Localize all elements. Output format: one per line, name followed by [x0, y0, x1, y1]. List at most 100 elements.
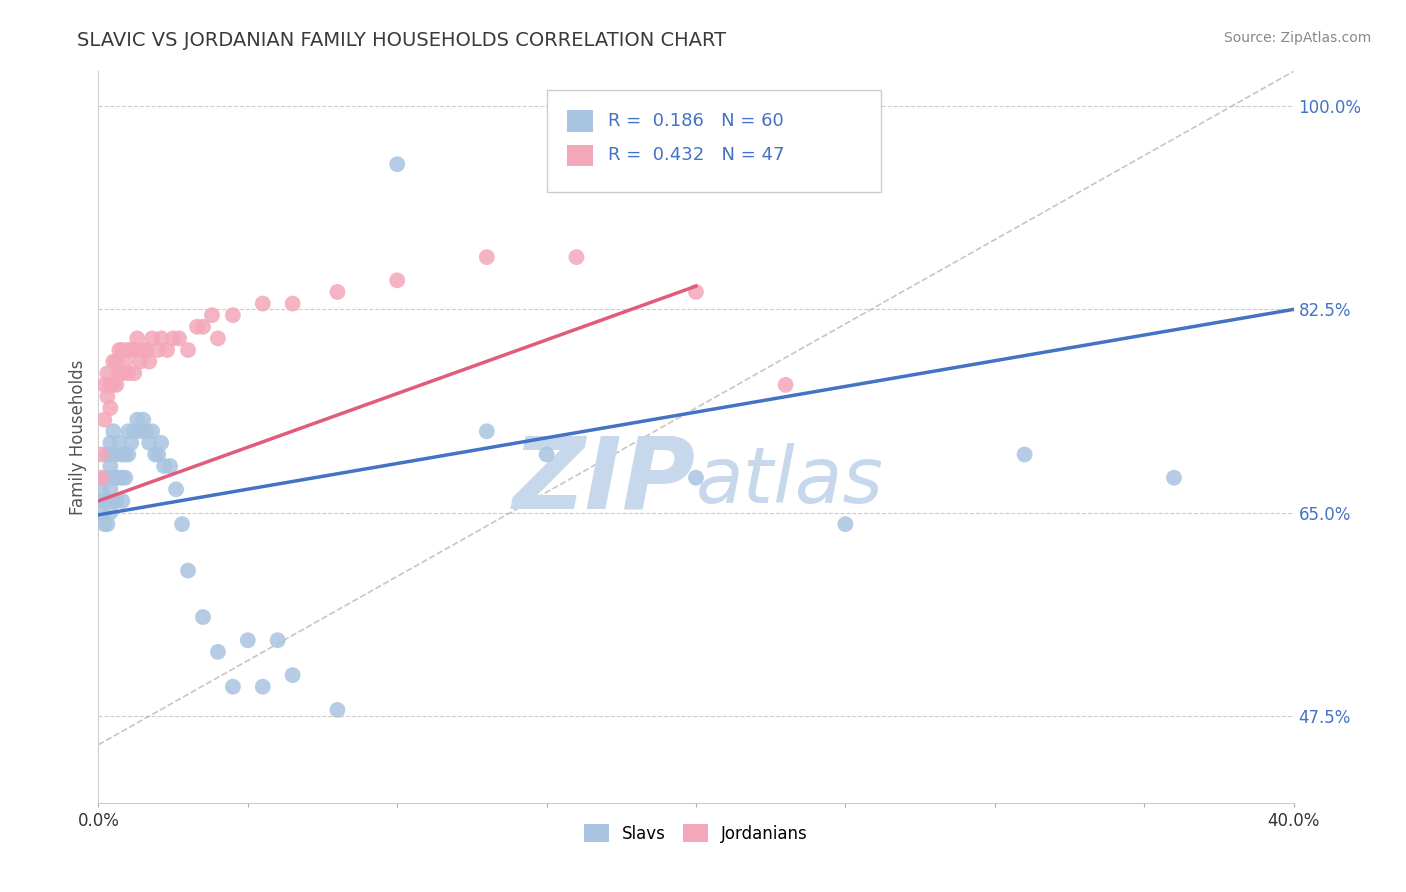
Point	[114, 354, 136, 368]
Point	[148, 343, 170, 357]
Point	[111, 448, 134, 462]
Point	[536, 448, 558, 462]
Point	[111, 343, 134, 357]
Point	[135, 424, 157, 438]
Text: SLAVIC VS JORDANIAN FAMILY HOUSEHOLDS CORRELATION CHART: SLAVIC VS JORDANIAN FAMILY HOUSEHOLDS CO…	[77, 31, 727, 50]
Point	[120, 436, 142, 450]
Point	[117, 448, 139, 462]
Point	[138, 354, 160, 368]
Point	[96, 389, 118, 403]
Point	[156, 343, 179, 357]
Point	[96, 517, 118, 532]
Point	[124, 424, 146, 438]
Point	[98, 483, 122, 497]
Point	[177, 564, 200, 578]
Point	[207, 645, 229, 659]
Point	[167, 331, 190, 345]
Point	[132, 412, 155, 426]
Point	[114, 448, 136, 462]
Point	[222, 308, 245, 322]
Point	[475, 250, 498, 264]
Point	[177, 343, 200, 357]
Point	[1163, 471, 1185, 485]
Point	[172, 517, 194, 532]
Point	[475, 424, 498, 438]
Point	[132, 343, 155, 357]
FancyBboxPatch shape	[547, 90, 882, 192]
Point	[103, 377, 125, 392]
Text: atlas: atlas	[696, 443, 884, 519]
Point	[108, 343, 131, 357]
Point	[252, 296, 274, 310]
Text: ZIP: ZIP	[513, 433, 696, 530]
Point	[117, 424, 139, 438]
Point	[93, 377, 115, 392]
Point	[135, 343, 157, 357]
Point	[148, 448, 170, 462]
Point	[103, 354, 125, 368]
Point	[98, 436, 122, 450]
Point	[90, 448, 112, 462]
Point	[150, 331, 173, 345]
Point	[326, 703, 349, 717]
Point	[103, 494, 125, 508]
Point	[105, 448, 128, 462]
Point	[191, 319, 214, 334]
Point	[201, 308, 224, 322]
Point	[120, 343, 142, 357]
Y-axis label: Family Households: Family Households	[69, 359, 87, 515]
Point	[138, 436, 160, 450]
Point	[153, 459, 176, 474]
Text: R =  0.186   N = 60: R = 0.186 N = 60	[607, 112, 783, 130]
Point	[159, 459, 181, 474]
Point	[93, 471, 115, 485]
Point	[96, 366, 118, 380]
Point	[117, 366, 139, 380]
Point	[326, 285, 349, 299]
Point	[98, 401, 122, 415]
Point	[267, 633, 290, 648]
Point	[162, 331, 184, 345]
Point	[129, 424, 152, 438]
Legend: Slavs, Jordanians: Slavs, Jordanians	[578, 818, 814, 849]
Point	[98, 459, 122, 474]
Point	[1014, 448, 1036, 462]
Point	[775, 377, 797, 392]
Point	[127, 412, 149, 426]
Point	[124, 366, 146, 380]
Point	[141, 424, 163, 438]
Point	[207, 331, 229, 345]
Point	[565, 250, 588, 264]
Point	[281, 668, 304, 682]
Point	[252, 680, 274, 694]
Point	[98, 377, 122, 392]
Point	[834, 517, 856, 532]
Point	[191, 610, 214, 624]
Point	[105, 494, 128, 508]
Point	[108, 436, 131, 450]
Point	[114, 471, 136, 485]
Point	[685, 285, 707, 299]
Point	[108, 471, 131, 485]
Point	[96, 448, 118, 462]
Point	[685, 471, 707, 485]
Point	[129, 354, 152, 368]
Point	[90, 471, 112, 485]
Point	[186, 319, 208, 334]
Point	[105, 377, 128, 392]
Point	[165, 483, 187, 497]
Point	[103, 448, 125, 462]
Point	[93, 412, 115, 426]
Point	[236, 633, 259, 648]
Point	[105, 354, 128, 368]
Point	[111, 366, 134, 380]
Point	[96, 471, 118, 485]
Point	[108, 366, 131, 380]
Text: Source: ZipAtlas.com: Source: ZipAtlas.com	[1223, 31, 1371, 45]
Point	[111, 471, 134, 485]
Point	[385, 157, 409, 171]
Point	[141, 331, 163, 345]
Point	[90, 506, 112, 520]
FancyBboxPatch shape	[567, 110, 593, 132]
Point	[103, 471, 125, 485]
